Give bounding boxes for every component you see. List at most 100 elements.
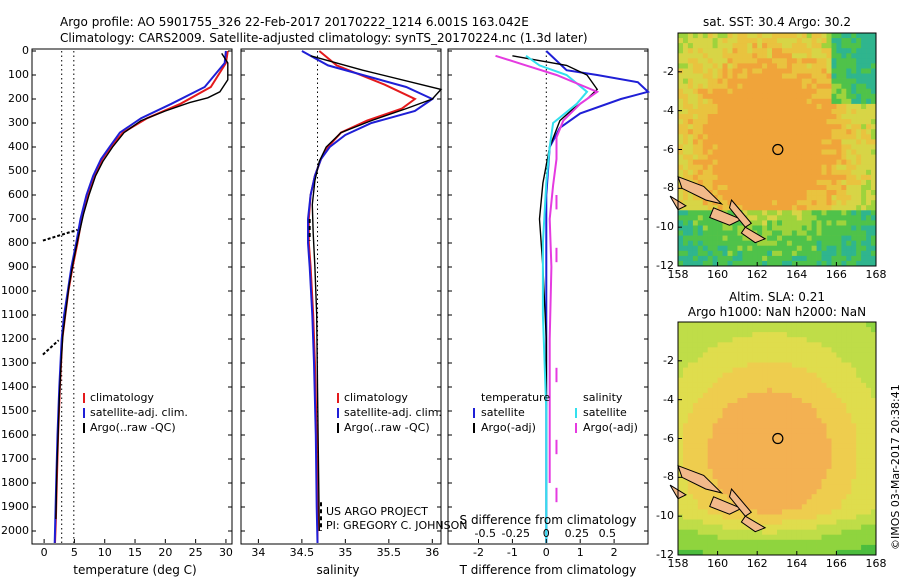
sst-map-cell <box>856 169 862 176</box>
sst-map-cell <box>683 215 689 221</box>
sst-map-cell <box>737 38 743 44</box>
sla-map-cell <box>861 418 867 424</box>
sla-map-cell <box>697 327 704 333</box>
sla-map-cell <box>861 534 867 541</box>
sla-map-lon-label-166: 166 <box>825 557 847 570</box>
sla-map-cell <box>811 327 817 333</box>
sst-map-cell <box>826 210 832 216</box>
sst-map-cell <box>727 48 733 54</box>
sla-map-cell <box>712 377 718 384</box>
sla-map-cell <box>782 342 788 348</box>
sla-map-cell <box>712 438 718 444</box>
sst-map-cell <box>856 195 862 201</box>
sst-map-cell <box>851 73 857 79</box>
sst-map-cell <box>732 195 738 201</box>
sla-map-cell <box>811 448 817 454</box>
sla-map-cell <box>851 519 857 525</box>
sla-map-cell <box>732 458 738 465</box>
depth-label-1000: 1000 <box>1 284 29 297</box>
sst-map-cell <box>836 139 842 145</box>
sla-map-cell <box>866 529 872 536</box>
sst-map-cell <box>826 255 832 262</box>
sla-map-cell <box>821 484 827 490</box>
sst-map-cell <box>687 83 694 90</box>
sla-map-cell <box>692 484 699 490</box>
sst-map-cell <box>816 114 822 120</box>
sla-map-cell <box>836 418 842 424</box>
sla-map-cell <box>722 398 728 404</box>
sla-map-cell <box>841 423 847 429</box>
sla-map-cell <box>836 539 842 546</box>
sst-map-cell <box>851 190 857 196</box>
sla-map-cell <box>777 544 783 551</box>
sst-map-cell <box>846 250 852 257</box>
sla-map-cell <box>757 539 763 546</box>
sla-map-cell <box>762 529 768 536</box>
sst-map-cell <box>796 129 803 135</box>
sla-map-cell <box>831 387 837 394</box>
sst-map-cell <box>786 93 793 100</box>
sla-map-cell <box>678 332 684 338</box>
sst-map-cell <box>871 33 877 39</box>
sla-map-cell <box>841 463 847 470</box>
sla-map-cell <box>727 418 733 424</box>
sst-map-cell <box>767 109 773 115</box>
sla-map-cell <box>683 367 689 373</box>
sla-map-cell <box>732 468 738 475</box>
sst-map-cell <box>806 235 812 241</box>
sst-map-cell <box>732 174 738 181</box>
credit-pi: PI: GREGORY C. JOHNSON <box>326 519 468 532</box>
sla-map-cell <box>846 544 852 551</box>
sla-map-cell <box>801 337 808 343</box>
sst-map-cell <box>732 144 738 150</box>
sst-map-cell <box>712 250 718 257</box>
sla-map-cell <box>717 398 723 404</box>
sla-map-cell <box>821 403 827 409</box>
sla-map-cell <box>796 549 803 556</box>
sla-map-cell <box>851 484 857 490</box>
sla-map-cell <box>856 408 862 414</box>
sst-map-cell <box>782 260 788 267</box>
sst-map-cell <box>791 78 798 84</box>
sla-map-cell <box>762 347 768 353</box>
sst-map-cell <box>712 93 718 100</box>
sst-map-cell <box>702 33 709 39</box>
sla-map-cell <box>702 322 709 328</box>
sst-map-cell <box>678 230 684 236</box>
sla-map-cell <box>712 494 718 500</box>
sla-map-cell <box>811 433 817 439</box>
sla-map-cell <box>782 332 788 338</box>
sst-map-cell <box>801 220 808 226</box>
sla-map-cell <box>831 322 837 328</box>
sst-map-cell <box>702 169 709 176</box>
sla-map-cell <box>806 509 812 515</box>
sst-map-cell <box>856 124 862 130</box>
sla-map-cell <box>816 453 822 460</box>
sla-map-cell <box>757 392 763 399</box>
sst-map-cell <box>732 73 738 79</box>
sst-map-cell <box>707 33 713 39</box>
sst-map-cell <box>678 114 684 120</box>
sst-map-cell <box>866 195 872 201</box>
sla-map-cell <box>742 367 748 373</box>
sst-map-cell <box>801 205 808 211</box>
sla-map-cell <box>866 494 872 500</box>
sst-map-cell <box>737 53 743 59</box>
sla-map-cell <box>678 367 684 373</box>
sla-map-cell <box>851 382 857 389</box>
sla-map-cell <box>697 392 704 399</box>
sst-map-cell <box>791 43 798 49</box>
sst-map-cell <box>801 240 808 247</box>
sst-map-cell <box>861 164 867 171</box>
sla-map-cell <box>836 489 842 495</box>
sla-map-cell <box>722 337 728 343</box>
sst-map-cell <box>772 103 778 110</box>
sla-map-cell <box>692 352 699 358</box>
sst-map-cell <box>747 78 753 84</box>
sst-map-cell <box>846 63 852 69</box>
sla-map-cell <box>806 327 812 333</box>
sst-map-cell <box>851 215 857 221</box>
sla-map-cell <box>722 453 728 460</box>
sst-map-cell <box>712 235 718 241</box>
sst-map-cell <box>806 53 812 59</box>
